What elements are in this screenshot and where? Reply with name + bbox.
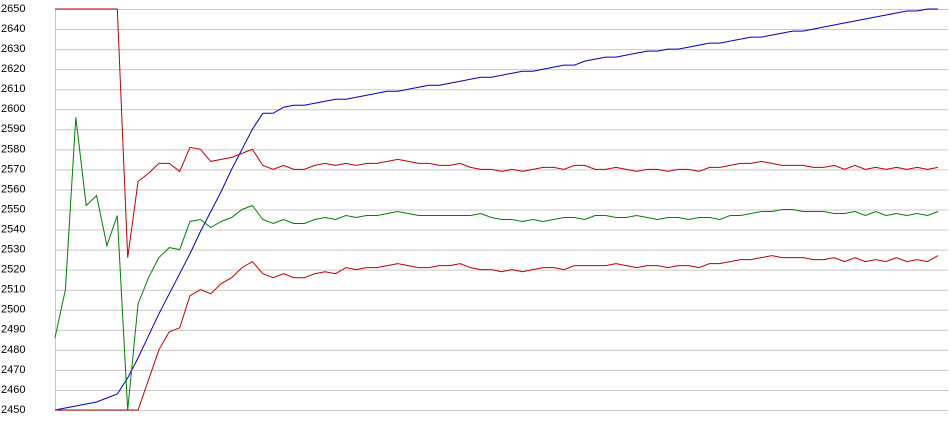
y-tick-label: 2460 [1, 384, 25, 396]
series-line [54, 8, 938, 411]
y-tick-label: 2600 [1, 103, 25, 115]
y-tick-label: 2650 [1, 3, 25, 15]
y-tick-label: 2580 [1, 143, 25, 155]
y-tick-label: 2590 [1, 123, 25, 135]
y-tick-label: 2640 [1, 23, 25, 35]
y-tick-label: 2610 [1, 83, 25, 95]
y-tick-label: 2470 [1, 364, 25, 376]
y-tick-label: 2620 [1, 63, 25, 75]
y-tick-label: 2570 [1, 163, 25, 175]
y-tick-label: 2530 [1, 244, 25, 256]
y-tick-label: 2480 [1, 344, 25, 356]
y-tick-label: 2540 [1, 223, 25, 235]
y-tick-label: 2550 [1, 203, 25, 215]
series-line [55, 8, 939, 258]
y-tick-label: 2510 [1, 284, 25, 296]
y-tick-label: 2560 [1, 183, 25, 195]
y-tick-label: 2520 [1, 264, 25, 276]
y-tick-label: 2500 [1, 304, 25, 316]
y-tick-label: 2630 [1, 43, 25, 55]
series-line [54, 117, 939, 411]
series-line [55, 255, 939, 411]
y-tick-label: 2490 [1, 324, 25, 336]
y-tick-label: 2450 [1, 404, 25, 416]
